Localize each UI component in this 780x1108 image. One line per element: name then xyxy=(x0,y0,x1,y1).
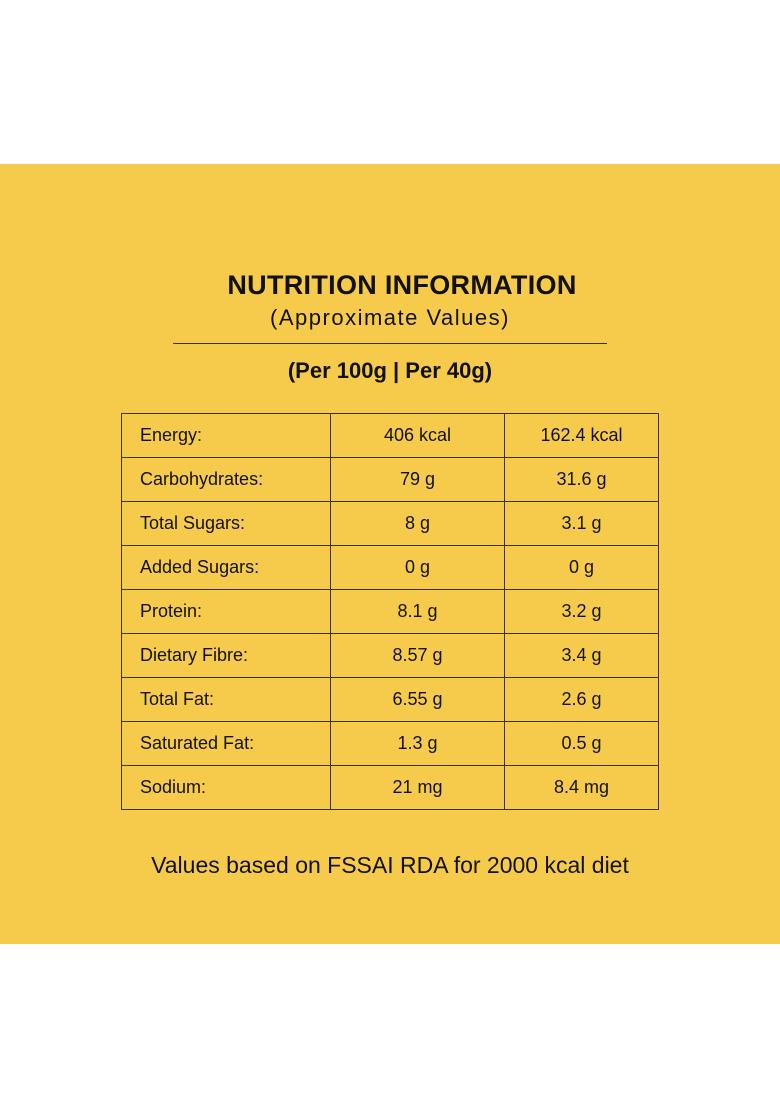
value-per-100g: 0 g xyxy=(330,545,505,590)
table-row: Sodium: 21 mg 8.4 mg xyxy=(121,765,659,810)
value-per-40g: 31.6 g xyxy=(504,457,659,502)
nutrient-name: Energy: xyxy=(121,413,331,458)
value-per-100g: 406 kcal xyxy=(330,413,505,458)
value-per-100g: 8 g xyxy=(330,501,505,546)
nutrition-panel: NUTRITION INFORMATION (Approximate Value… xyxy=(0,164,780,944)
value-per-100g: 8.57 g xyxy=(330,633,505,678)
value-per-40g: 3.1 g xyxy=(504,501,659,546)
subtitle: (Approximate Values) xyxy=(270,305,510,330)
nutrient-name: Sodium: xyxy=(121,765,331,810)
nutrient-name: Carbohydrates: xyxy=(121,457,331,502)
divider xyxy=(173,343,607,344)
value-per-40g: 8.4 mg xyxy=(504,765,659,810)
value-per-100g: 79 g xyxy=(330,457,505,502)
nutrient-name: Saturated Fat: xyxy=(121,721,331,766)
value-per-100g: 1.3 g xyxy=(330,721,505,766)
footnote: Values based on FSSAI RDA for 2000 kcal … xyxy=(151,852,629,878)
table-row: Protein: 8.1 g 3.2 g xyxy=(121,589,659,634)
nutrient-name: Total Sugars: xyxy=(121,501,331,546)
value-per-40g: 0.5 g xyxy=(504,721,659,766)
value-per-40g: 162.4 kcal xyxy=(504,413,659,458)
value-per-40g: 3.2 g xyxy=(504,589,659,634)
value-per-100g: 21 mg xyxy=(330,765,505,810)
nutrient-name: Total Fat: xyxy=(121,677,331,722)
nutrient-name: Dietary Fibre: xyxy=(121,633,331,678)
nutrient-name: Protein: xyxy=(121,589,331,634)
value-per-40g: 0 g xyxy=(504,545,659,590)
table-row: Energy: 406 kcal 162.4 kcal xyxy=(121,413,659,458)
serving-header: (Per 100g | Per 40g) xyxy=(287,358,493,383)
value-per-100g: 8.1 g xyxy=(330,589,505,634)
page-title: NUTRITION INFORMATION xyxy=(227,270,577,300)
nutrient-name: Added Sugars: xyxy=(121,545,331,590)
value-per-40g: 2.6 g xyxy=(504,677,659,722)
table-row: Dietary Fibre: 8.57 g 3.4 g xyxy=(121,633,659,678)
table-row: Total Sugars: 8 g 3.1 g xyxy=(121,501,659,546)
value-per-100g: 6.55 g xyxy=(330,677,505,722)
table-row: Carbohydrates: 79 g 31.6 g xyxy=(121,457,659,502)
table-row: Total Fat: 6.55 g 2.6 g xyxy=(121,677,659,722)
table-row: Saturated Fat: 1.3 g 0.5 g xyxy=(121,721,659,766)
nutrition-table: Energy: 406 kcal 162.4 kcal Carbohydrates: 7… xyxy=(121,413,659,810)
value-per-40g: 3.4 g xyxy=(504,633,659,678)
